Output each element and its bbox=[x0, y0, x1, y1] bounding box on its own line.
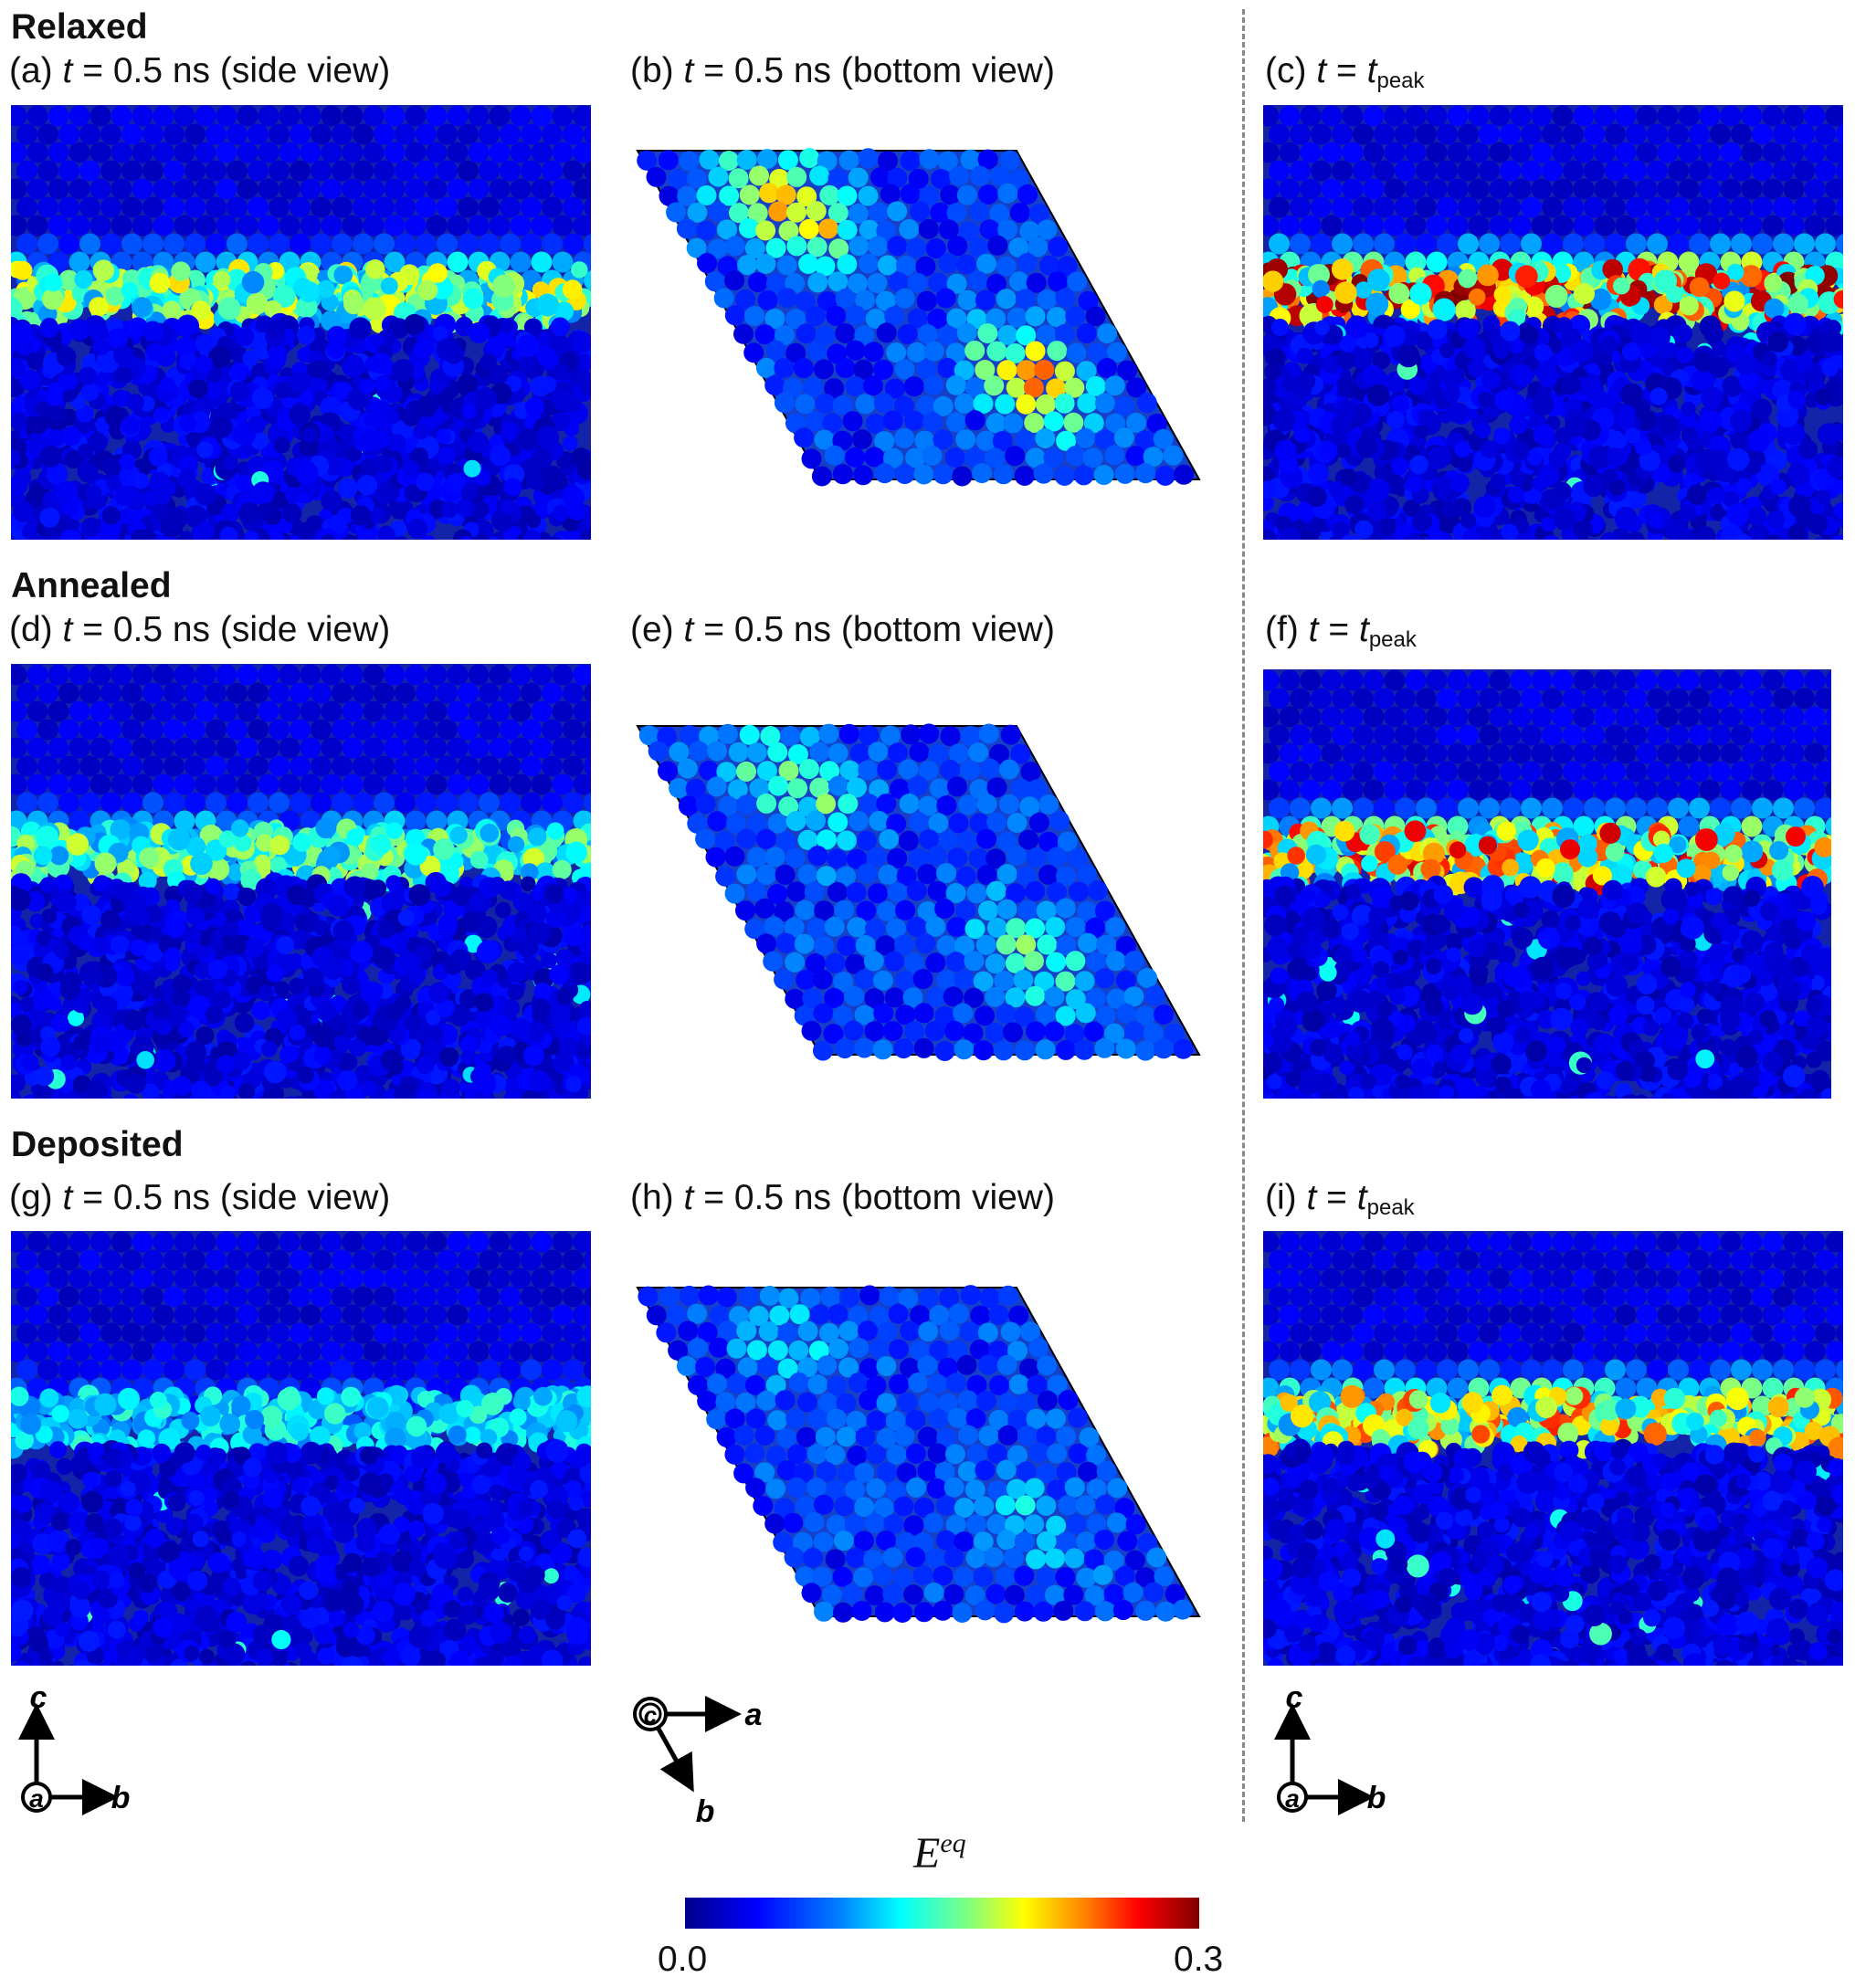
panel-label-d: (d) t = 0.5 ns (side view) bbox=[9, 610, 391, 649]
panel-label-g: (g) t = 0.5 ns (side view) bbox=[9, 1178, 391, 1217]
bottom-view-image-h bbox=[636, 1285, 1201, 1624]
a-axis-label: a bbox=[29, 1784, 44, 1813]
colorbar-max-label: 0.3 bbox=[1174, 1940, 1224, 1979]
a-axis-label: a bbox=[1285, 1784, 1300, 1813]
colorbar-title: Eeq bbox=[913, 1828, 966, 1878]
section-title-annealed: Annealed bbox=[11, 566, 172, 605]
section-title-deposited: Deposited bbox=[11, 1125, 184, 1164]
b-axis-label: b bbox=[1367, 1781, 1386, 1815]
panel-label-e: (e) t = 0.5 ns (bottom view) bbox=[630, 610, 1055, 649]
panel-label-f: (f) t = tpeak bbox=[1265, 610, 1417, 652]
side-view-image-d bbox=[11, 664, 591, 1099]
b-axis-label: b bbox=[111, 1781, 131, 1815]
c-axis-circle-inner bbox=[638, 1702, 662, 1726]
axis-indicator-side-right: a c b bbox=[1274, 1680, 1386, 1815]
bottom-view-image-b bbox=[636, 148, 1201, 487]
c-axis-label: c bbox=[1286, 1680, 1303, 1715]
c-axis-label: c bbox=[644, 1701, 658, 1729]
a-axis-label: a bbox=[745, 1698, 763, 1732]
panel-label-b: (b) t = 0.5 ns (bottom view) bbox=[630, 51, 1055, 90]
side-view-image-c bbox=[1263, 105, 1843, 540]
axis-indicator-side-left: a c b bbox=[18, 1680, 131, 1815]
panel-label-h: (h) t = 0.5 ns (bottom view) bbox=[630, 1178, 1055, 1217]
side-view-image-g bbox=[11, 1231, 591, 1666]
b-axis-label: b bbox=[696, 1794, 715, 1829]
colorbar bbox=[685, 1898, 1199, 1929]
side-view-image-f bbox=[1263, 669, 1831, 1099]
section-divider bbox=[1242, 9, 1245, 1822]
colorbar-min-label: 0.0 bbox=[658, 1940, 708, 1979]
a-axis-circle bbox=[21, 1782, 52, 1813]
side-view-image-i bbox=[1263, 1231, 1843, 1666]
panel-label-c: (c) t = tpeak bbox=[1265, 51, 1425, 93]
axis-indicator-bottom: c a b bbox=[633, 1696, 763, 1829]
panel-label-i: (i) t = tpeak bbox=[1265, 1178, 1415, 1220]
side-view-image-a bbox=[11, 105, 591, 540]
a-axis-circle bbox=[1277, 1782, 1308, 1813]
bottom-view-image-e bbox=[636, 723, 1201, 1061]
section-title-relaxed: Relaxed bbox=[11, 7, 148, 47]
c-axis-label: c bbox=[30, 1680, 47, 1715]
panel-label-a: (a) t = 0.5 ns (side view) bbox=[9, 51, 391, 90]
